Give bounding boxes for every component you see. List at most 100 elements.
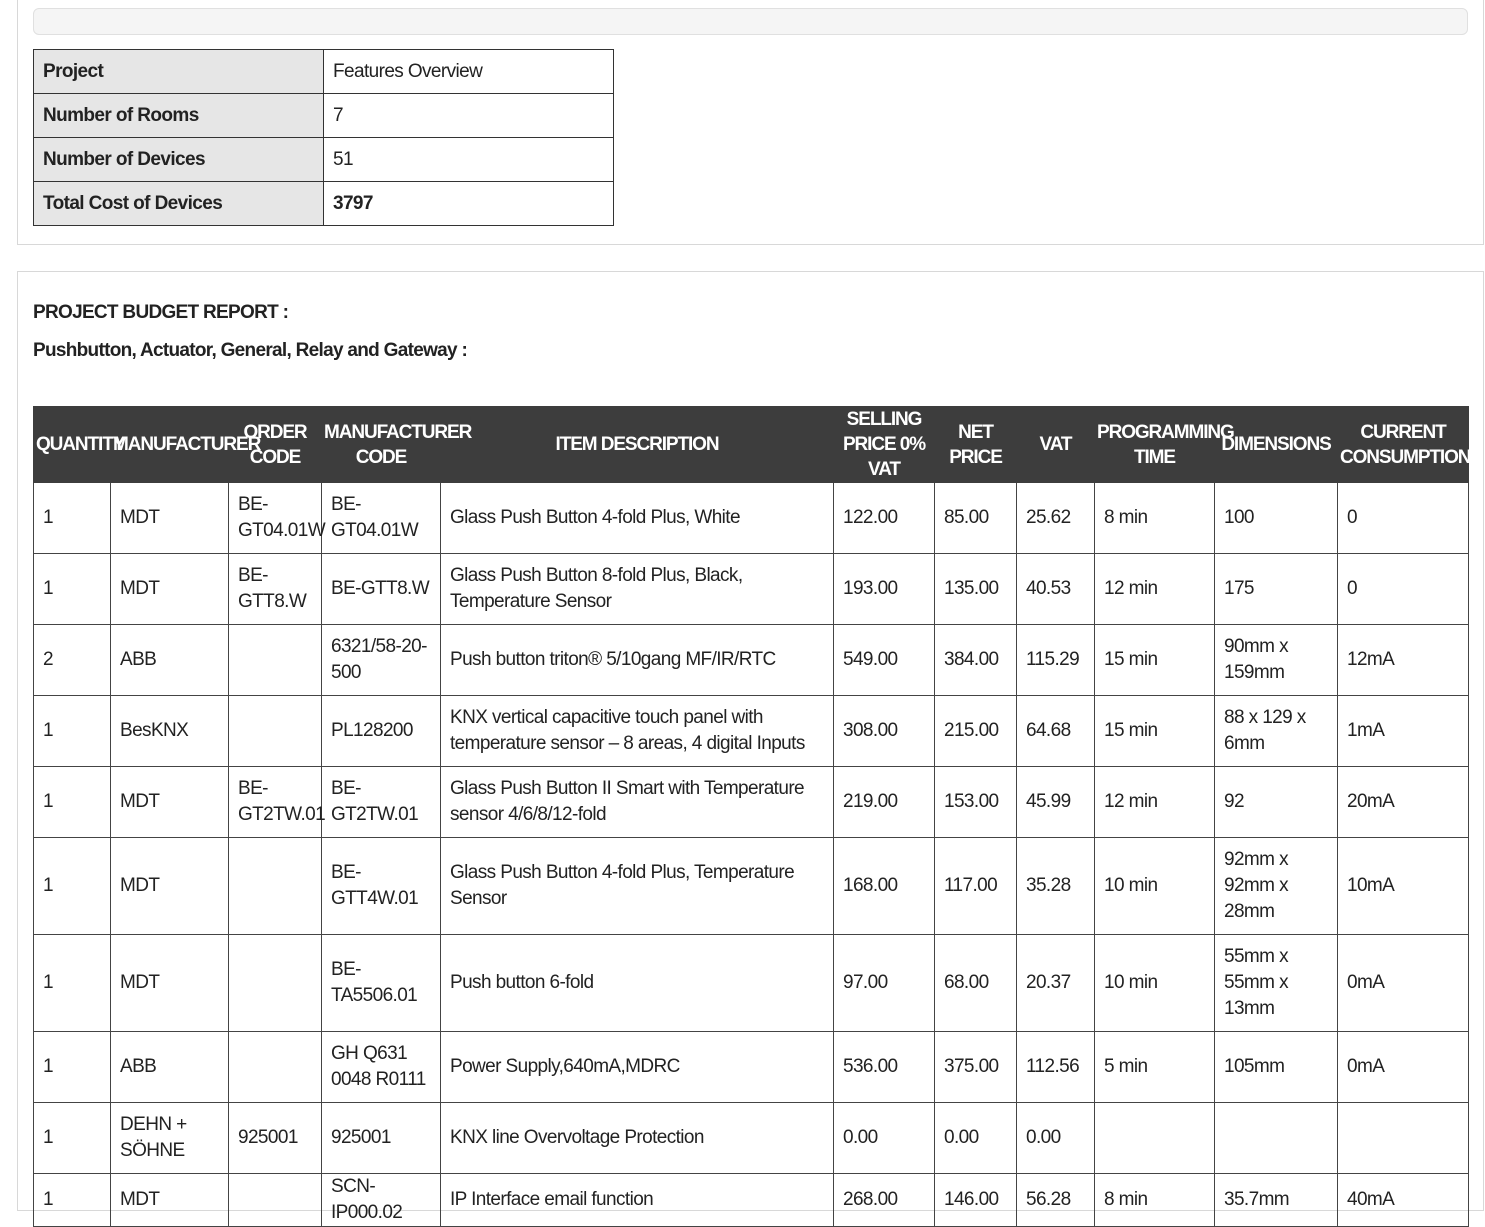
column-header: CURRENT CONSUMPTION xyxy=(1337,406,1472,483)
table-cell: 85.00 xyxy=(934,482,1017,554)
table-cell: 375.00 xyxy=(934,1031,1017,1103)
table-cell: 1 xyxy=(33,1102,111,1174)
table-cell: 168.00 xyxy=(833,837,935,935)
table-header-row: QUANTITY MANUFACTURER ORDER CODE MANUFACTUR… xyxy=(33,406,1472,483)
table-cell: Glass Push Button 4-fold Plus, White xyxy=(440,482,834,554)
table-cell: 153.00 xyxy=(934,766,1017,838)
table-cell: 536.00 xyxy=(833,1031,935,1103)
column-header: MANUFACTURER CODE xyxy=(321,406,472,483)
table-cell: 0.00 xyxy=(833,1102,935,1174)
table-cell: 56.28 xyxy=(1016,1173,1095,1227)
column-header: MANUFACTURER xyxy=(110,406,261,483)
table-row: 1 DEHN + SÖHNE 925001 925001 KNX line Overvo… xyxy=(33,1102,1469,1174)
table-cell: 0 xyxy=(1337,553,1469,625)
budget-table: QUANTITY MANUFACTURER ORDER CODE MANUFACTUR… xyxy=(33,406,1472,1227)
table-cell: 15 min xyxy=(1094,695,1215,767)
table-row: 1 MDT BE-TA5506.01 Push button 6-fold 97.00 6… xyxy=(33,934,1469,1032)
table-cell: KNX line Overvoltage Protection xyxy=(440,1102,834,1174)
table-cell xyxy=(1337,1102,1469,1174)
table-cell: 45.99 xyxy=(1016,766,1095,838)
project-summary-table: Project Features Overview Number of Room… xyxy=(33,49,614,226)
table-cell: 925001 xyxy=(321,1102,441,1174)
table-cell: 64.68 xyxy=(1016,695,1095,767)
table-cell: 100 xyxy=(1214,482,1338,554)
table-cell: 55mm x 55mm x 13mm xyxy=(1214,934,1338,1032)
table-cell: 193.00 xyxy=(833,553,935,625)
summary-row-total-cost: Total Cost of Devices 3797 xyxy=(33,181,614,226)
table-cell: MDT xyxy=(110,934,229,1032)
table-cell: 1 xyxy=(33,837,111,935)
table-cell: 35.28 xyxy=(1016,837,1095,935)
table-cell: Push button triton® 5/10gang MF/IR/RTC xyxy=(440,624,834,696)
table-cell: 68.00 xyxy=(934,934,1017,1032)
top-bar xyxy=(33,8,1468,35)
table-cell: 1 xyxy=(33,1173,111,1227)
table-cell xyxy=(228,837,322,935)
column-header: VAT xyxy=(1016,406,1095,483)
table-row: 1 MDT BE-GTT4W.01 Glass Push Button 4-fold … xyxy=(33,837,1469,935)
report-category: Pushbutton, Actuator, General, Relay and… xyxy=(33,340,468,361)
table-cell: 88 x 129 x 6mm xyxy=(1214,695,1338,767)
table-cell: 215.00 xyxy=(934,695,1017,767)
table-cell: 92 xyxy=(1214,766,1338,838)
summary-value: 3797 xyxy=(323,181,614,226)
summary-label: Number of Rooms xyxy=(33,93,324,138)
table-cell: GH Q631 0048 R0111 xyxy=(321,1031,441,1103)
table-cell xyxy=(1214,1102,1338,1174)
table-cell xyxy=(228,1173,322,1227)
table-cell: ABB xyxy=(110,624,229,696)
table-cell: DEHN + SÖHNE xyxy=(110,1102,229,1174)
table-cell: BE-GTT8.W xyxy=(321,553,441,625)
table-cell: 1mA xyxy=(1337,695,1469,767)
table-cell: Push button 6-fold xyxy=(440,934,834,1032)
table-cell: 122.00 xyxy=(833,482,935,554)
table-cell: IP Interface email function xyxy=(440,1173,834,1227)
table-cell: BE-GT04.01W xyxy=(321,482,441,554)
table-cell: 146.00 xyxy=(934,1173,1017,1227)
table-cell: BE-GTT4W.01 xyxy=(321,837,441,935)
table-cell: 97.00 xyxy=(833,934,935,1032)
table-cell: Glass Push Button II Smart with Temperat… xyxy=(440,766,834,838)
table-cell: 10 min xyxy=(1094,837,1215,935)
table-cell: 308.00 xyxy=(833,695,935,767)
column-header: SELLING PRICE 0% VAT xyxy=(833,406,935,483)
table-cell: 40.53 xyxy=(1016,553,1095,625)
table-cell: 268.00 xyxy=(833,1173,935,1227)
table-cell xyxy=(1094,1102,1215,1174)
table-row: 1 BesKNX PL128200 KNX vertical capacitive t… xyxy=(33,695,1469,767)
table-cell: 219.00 xyxy=(833,766,935,838)
summary-label: Total Cost of Devices xyxy=(33,181,324,226)
table-cell: 1 xyxy=(33,934,111,1032)
column-header: ITEM DESCRIPTION xyxy=(440,406,834,483)
table-cell: 12 min xyxy=(1094,553,1215,625)
table-cell xyxy=(228,934,322,1032)
table-cell: 12mA xyxy=(1337,624,1469,696)
table-cell: 5 min xyxy=(1094,1031,1215,1103)
column-header: ORDER CODE xyxy=(228,406,322,483)
report-title: PROJECT BUDGET REPORT : xyxy=(33,302,289,323)
table-row: 1 MDT BE-GT04.01W BE-GT04.01W Glass Push But… xyxy=(33,482,1469,554)
table-cell xyxy=(228,695,322,767)
table-cell: BE-GT2TW.01 xyxy=(228,766,326,838)
table-cell: 8 min xyxy=(1094,1173,1215,1227)
table-cell: 40mA xyxy=(1337,1173,1469,1227)
table-cell: Power Supply,640mA,MDRC xyxy=(440,1031,834,1103)
table-cell: 20.37 xyxy=(1016,934,1095,1032)
table-cell: Glass Push Button 4-fold Plus, Temperatu… xyxy=(440,837,834,935)
table-cell: 1 xyxy=(33,482,111,554)
table-cell: 175 xyxy=(1214,553,1338,625)
column-header: PROGRAMMING TIME xyxy=(1094,406,1235,483)
table-cell: 1 xyxy=(33,766,111,838)
table-cell: 115.29 xyxy=(1016,624,1095,696)
table-cell: MDT xyxy=(110,766,229,838)
table-cell: ABB xyxy=(110,1031,229,1103)
table-cell: 0mA xyxy=(1337,934,1469,1032)
column-header: NET PRICE xyxy=(934,406,1017,483)
table-cell: Glass Push Button 8-fold Plus, Black, Te… xyxy=(440,553,834,625)
table-cell: 15 min xyxy=(1094,624,1215,696)
summary-value: 7 xyxy=(323,93,614,138)
summary-label: Project xyxy=(33,49,324,94)
summary-row-rooms: Number of Rooms 7 xyxy=(33,93,614,138)
table-cell: MDT xyxy=(110,482,229,554)
table-cell: 90mm x 159mm xyxy=(1214,624,1338,696)
